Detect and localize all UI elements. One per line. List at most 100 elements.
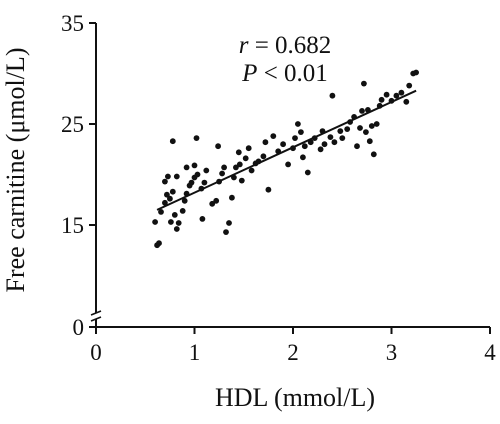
data-point bbox=[357, 125, 363, 131]
x-tick-label: 2 bbox=[287, 340, 299, 365]
data-point bbox=[169, 138, 176, 145]
data-point bbox=[368, 123, 375, 129]
x-tick-label: 0 bbox=[90, 340, 102, 365]
data-point bbox=[363, 129, 369, 136]
y-tick-label: 15 bbox=[61, 213, 84, 238]
data-point bbox=[403, 98, 410, 105]
data-point bbox=[354, 143, 360, 150]
data-points bbox=[152, 69, 419, 249]
data-point bbox=[361, 80, 367, 87]
data-point bbox=[162, 178, 168, 185]
data-point bbox=[317, 146, 324, 153]
data-point bbox=[327, 134, 334, 141]
data-point bbox=[158, 209, 164, 215]
data-point bbox=[238, 177, 245, 184]
data-point bbox=[344, 126, 351, 132]
data-point bbox=[213, 197, 220, 204]
x-axis-title: HDL (mmol/L) bbox=[215, 383, 375, 412]
data-point bbox=[301, 143, 308, 150]
data-point bbox=[203, 167, 210, 174]
trend-line bbox=[156, 89, 417, 211]
y-tick-label: 0 bbox=[73, 315, 85, 340]
data-point bbox=[181, 197, 188, 204]
data-point bbox=[242, 155, 249, 162]
data-point bbox=[248, 167, 255, 174]
data-point bbox=[295, 121, 301, 127]
data-point bbox=[245, 145, 252, 152]
data-point bbox=[370, 151, 377, 158]
data-point bbox=[373, 121, 380, 127]
data-point bbox=[359, 108, 365, 114]
data-point bbox=[169, 188, 176, 195]
data-point bbox=[285, 161, 291, 168]
p-value-annotation: P < 0.01 bbox=[241, 60, 328, 87]
data-point bbox=[167, 195, 173, 202]
y-tick-label: 25 bbox=[61, 112, 84, 137]
data-point bbox=[339, 135, 346, 142]
data-point bbox=[265, 186, 272, 193]
data-point bbox=[168, 219, 174, 225]
r-value: = 0.682 bbox=[248, 32, 331, 59]
p-symbol: P bbox=[241, 60, 257, 87]
data-point bbox=[398, 89, 405, 96]
data-point bbox=[199, 216, 206, 222]
data-point bbox=[165, 173, 171, 180]
data-point bbox=[173, 226, 180, 232]
data-point bbox=[229, 194, 235, 201]
y-axis-title: Free carnitine (μmol/L) bbox=[1, 48, 30, 293]
data-point bbox=[219, 170, 226, 177]
axis-break-slash bbox=[90, 316, 102, 322]
data-point bbox=[175, 220, 182, 226]
x-tick-label: 3 bbox=[386, 340, 398, 365]
data-point bbox=[262, 139, 269, 146]
data-point bbox=[393, 92, 400, 99]
data-point bbox=[321, 141, 328, 148]
data-point bbox=[188, 179, 195, 186]
x-tick-label: 4 bbox=[484, 340, 496, 365]
data-point bbox=[226, 220, 232, 226]
data-point bbox=[193, 135, 200, 142]
data-point bbox=[270, 133, 277, 140]
data-point bbox=[300, 154, 306, 161]
data-point bbox=[378, 96, 385, 103]
data-point bbox=[280, 141, 286, 148]
data-point bbox=[221, 164, 228, 171]
x-tick-label: 1 bbox=[189, 340, 201, 365]
data-point bbox=[337, 128, 344, 135]
data-point bbox=[413, 69, 419, 76]
data-point bbox=[235, 149, 242, 156]
data-point bbox=[366, 138, 373, 145]
data-point bbox=[179, 208, 186, 214]
y-ticks: 0 15 25 35 bbox=[61, 11, 96, 340]
data-point bbox=[209, 200, 216, 207]
data-point bbox=[215, 143, 222, 150]
data-point bbox=[152, 219, 159, 225]
data-point bbox=[236, 161, 243, 168]
data-point bbox=[383, 91, 390, 98]
data-point bbox=[191, 162, 198, 169]
data-point bbox=[171, 212, 178, 218]
data-point bbox=[298, 129, 304, 136]
data-point bbox=[201, 179, 208, 186]
data-point bbox=[329, 92, 336, 99]
data-point bbox=[331, 139, 338, 146]
y-axis-break-marker bbox=[90, 310, 102, 322]
y-tick-label: 35 bbox=[61, 11, 84, 36]
data-point bbox=[194, 171, 201, 178]
data-point bbox=[164, 191, 170, 198]
r-symbol: r bbox=[239, 32, 249, 59]
data-point bbox=[304, 169, 311, 176]
p-value: < 0.01 bbox=[257, 60, 327, 87]
data-point bbox=[406, 82, 413, 89]
data-point bbox=[260, 153, 267, 160]
data-point bbox=[292, 135, 298, 142]
data-point bbox=[156, 240, 162, 247]
x-ticks: 0 1 2 3 4 bbox=[90, 327, 496, 365]
data-point bbox=[223, 229, 229, 236]
correlation-annotation: r = 0.682 bbox=[239, 32, 332, 59]
data-point bbox=[162, 199, 168, 206]
data-point bbox=[183, 164, 190, 171]
data-point bbox=[173, 173, 180, 180]
axis-break-slash bbox=[90, 310, 102, 316]
